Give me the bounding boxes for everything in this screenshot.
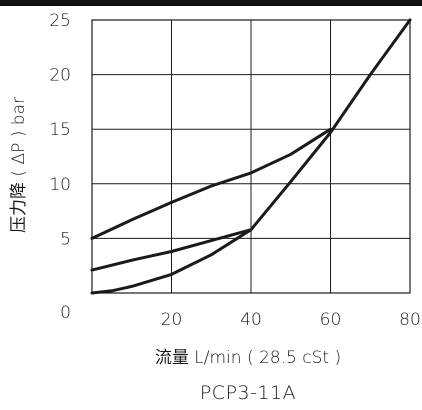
y-tick-label: 20 — [49, 66, 71, 86]
x-tick-label: 20 — [161, 310, 183, 330]
grid — [91, 19, 411, 294]
series-line-1 — [90, 127, 332, 240]
series-lines — [90, 18, 412, 295]
x-tick-labels: 20 40 60 80 — [161, 310, 421, 330]
x-tick-label: 40 — [240, 310, 262, 330]
y-tick-label: 5 — [60, 229, 71, 249]
chart-title: PCP3-11A — [200, 382, 296, 404]
y-axis-title: 压力降 ( ΔP ) bar — [9, 97, 29, 233]
y-tick-label: 0 — [60, 303, 71, 323]
y-tick-label: 10 — [49, 175, 71, 195]
y-tick-labels: 0 5 10 15 20 25 — [49, 11, 71, 323]
x-axis-title: 流量 L/min ( 28.5 cSt ) — [155, 348, 341, 368]
y-tick-label: 15 — [49, 120, 71, 140]
x-tick-label: 80 — [399, 310, 421, 330]
series-line-2 — [90, 228, 253, 272]
series-line-3 — [90, 18, 412, 295]
y-tick-label: 25 — [49, 11, 71, 31]
top-rule — [0, 0, 422, 6]
x-tick-label: 60 — [320, 310, 342, 330]
